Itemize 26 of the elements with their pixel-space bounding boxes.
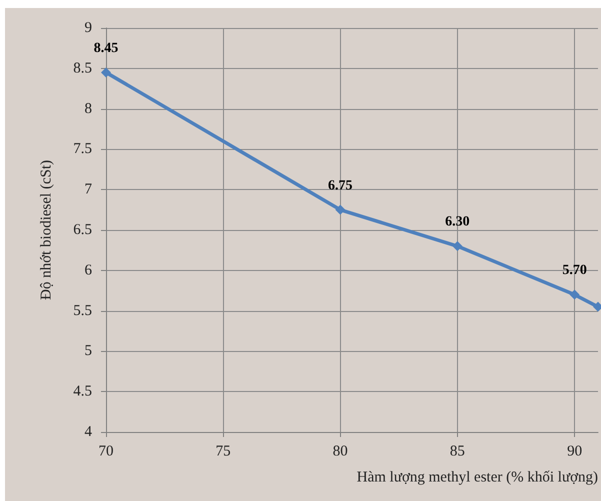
x-tick-label: 90 xyxy=(567,444,582,460)
y-tick-label: 5.5 xyxy=(73,302,92,319)
x-tick-label: 80 xyxy=(332,444,348,460)
y-tick-label: 8 xyxy=(84,100,92,117)
data-label: 5.70 xyxy=(562,263,587,278)
point xyxy=(452,241,462,252)
y-tick-label: 4.5 xyxy=(73,384,92,400)
y-tick-label: 6.5 xyxy=(73,222,92,238)
data-label: 6.30 xyxy=(445,214,470,230)
y-tick-label: 5 xyxy=(84,343,92,360)
x-tick-label: 85 xyxy=(450,444,465,460)
data-label: 8.45 xyxy=(94,40,118,56)
x-axis-title: Hàm lượng methyl ester (% khối lượng) xyxy=(356,470,598,486)
y-tick-label: 9 xyxy=(84,20,92,36)
point xyxy=(570,290,580,300)
data-label: 6.75 xyxy=(328,178,353,194)
y-axis-title: Độ nhớt biodiesel (cSt) xyxy=(38,160,54,300)
y-tick-label: 7 xyxy=(84,182,92,198)
y-tick-label: 4 xyxy=(84,424,92,440)
point xyxy=(335,204,346,215)
y-tick-label: 6 xyxy=(84,262,92,278)
point xyxy=(101,67,111,78)
y-tick-label: 7.5 xyxy=(73,141,92,158)
y-tick-label: 8.5 xyxy=(73,60,92,76)
x-tick-label: 75 xyxy=(216,444,231,460)
x-tick-label: 70 xyxy=(98,444,114,460)
